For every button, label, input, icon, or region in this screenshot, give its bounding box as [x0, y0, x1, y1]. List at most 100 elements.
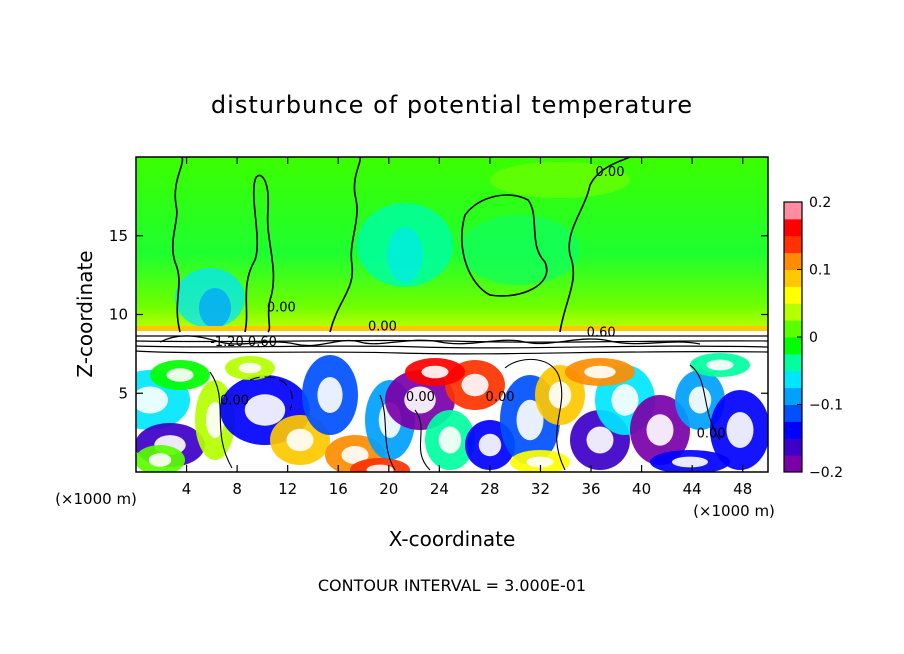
turbulence-cell-core: [688, 386, 712, 414]
contour-label: -1.20: [210, 335, 244, 350]
x-unit-label-right: (×1000 m): [693, 502, 775, 520]
contour-line: [209, 371, 233, 469]
colorbar-segment: [784, 218, 802, 237]
chart-title: disturbunce of potential temperature: [211, 91, 693, 119]
colorbar-tick-label: 0.2: [809, 195, 831, 211]
turbulence-cell-core: [317, 377, 343, 413]
colorbar-segment: [784, 202, 802, 220]
x-axis-label: X-coordinate: [389, 527, 516, 551]
contour-line: [329, 157, 362, 333]
turbulence-cell-core: [726, 412, 754, 448]
x-tick-label: 40: [632, 480, 651, 498]
colorbar-segment: [784, 337, 802, 355]
x-tick-label: 28: [480, 480, 499, 498]
turbulence-cell-core: [478, 433, 502, 457]
y-axis-ticks: 5 10 15: [109, 227, 768, 402]
x-tick-label: 32: [531, 480, 550, 498]
turbulence-cell-core: [341, 446, 369, 464]
turbulence-cell-core: [526, 456, 554, 468]
contour-line: [504, 358, 566, 471]
colorbar-tick-label: −0.1: [809, 398, 843, 414]
turbulence-cell-core: [166, 368, 194, 382]
x-tick-label: 20: [379, 480, 398, 498]
turbulence-cell-core: [421, 365, 449, 379]
colorbar-segment: [784, 303, 802, 321]
x-unit-label: (×1000 m): [55, 490, 137, 508]
contour-label: 0.00: [596, 165, 625, 180]
turbulence-cell-core: [366, 464, 394, 472]
turbulence-cell-core: [438, 426, 462, 454]
colorbar-segment: [784, 286, 802, 304]
contour-labels: 0.00 0.00 0.00 0.60 -1.20 0.60 0.00 0.00 0.00 0.0…: [210, 165, 725, 441]
y-tick-label: 15: [109, 227, 128, 245]
colorbar-segment: [784, 320, 802, 338]
colorbar-segment: [784, 235, 802, 254]
contour-line: [414, 409, 431, 471]
x-tick-label: 4: [182, 480, 192, 498]
contour-line: [136, 350, 768, 355]
turbulence-cell-core: [136, 386, 168, 414]
colorbar-tick-label: −0.2: [809, 465, 843, 481]
x-tick-label: 36: [581, 480, 600, 498]
contour-label: 0.60: [587, 326, 616, 341]
turbulence-cell-core: [461, 373, 489, 397]
colorbar-segment: [784, 252, 802, 270]
contour-line: [461, 194, 548, 297]
upper-warm-anomaly: [490, 162, 630, 198]
contour-line: [159, 335, 701, 347]
lower-turbulence-cells: [136, 353, 768, 472]
contour-interval-note: CONTOUR INTERVAL = 3.000E-01: [318, 576, 586, 595]
colorbar-segment: [784, 455, 802, 473]
contour-label: 0.00: [368, 319, 397, 334]
colorbar: [783, 201, 803, 473]
colorbar-segment: [784, 269, 802, 287]
contour-label: 0.00: [220, 393, 249, 408]
turbulence-cell-core: [584, 365, 616, 379]
contour-lines: [136, 157, 768, 471]
contour-label: 0.00: [697, 426, 726, 441]
turbulence-cell-core: [148, 453, 172, 467]
turbulence-cell-core: [611, 384, 639, 416]
turbulence-cell-core: [404, 386, 436, 414]
upper-cool-anomaly: [199, 288, 231, 328]
contour-line: [249, 376, 293, 411]
turbulence-cell-core: [672, 456, 708, 468]
turbulence-cell-core: [244, 394, 286, 426]
colorbar-tick-label: 0.1: [809, 263, 831, 279]
turbulence-cell-core: [646, 414, 674, 446]
turbulence-cell-core: [286, 428, 314, 452]
colorbar-segment: [784, 438, 802, 456]
colorbar-tick-label: 0: [809, 330, 818, 346]
contour-line: [171, 157, 184, 333]
contour-line: [689, 364, 721, 441]
colorbar-segment: [784, 370, 802, 389]
plot-area: 0.00 0.00 0.00 0.60 -1.20 0.60 0.00 0.00 0.00 0.0…: [136, 157, 768, 472]
turbulence-cell-core: [516, 399, 544, 441]
contour-label: 0.00: [267, 300, 296, 315]
colorbar-segment: [784, 387, 802, 405]
colorbar-segment: [784, 421, 802, 439]
x-tick-label: 24: [430, 480, 449, 498]
contour-line: [559, 157, 631, 333]
turbulence-cell-core: [206, 402, 224, 438]
contour-line: [136, 339, 768, 343]
turbulence-cell-core: [706, 359, 734, 371]
x-tick-label: 16: [329, 480, 348, 498]
contour-label: 0.60: [248, 335, 277, 350]
turbulence-cell-core: [548, 381, 572, 409]
x-tick-label: 48: [733, 480, 752, 498]
x-tick-label: 12: [278, 480, 297, 498]
colorbar-segment: [784, 353, 802, 372]
turbulence-cell-core: [238, 362, 262, 374]
contour-label: 0.00: [486, 390, 515, 405]
colorbar-segment: [784, 404, 802, 422]
turbulence-cell-core: [586, 426, 614, 454]
contour-label: 0.00: [406, 390, 435, 405]
colorbar-ticks: 0.2 0.1 0 −0.1 −0.2: [797, 195, 843, 481]
x-tick-label: 44: [683, 480, 702, 498]
inversion-warm-band: [136, 326, 768, 331]
contour-line: [244, 174, 275, 333]
upper-cool-anomaly: [460, 215, 580, 285]
y-tick-label: 10: [109, 306, 128, 324]
